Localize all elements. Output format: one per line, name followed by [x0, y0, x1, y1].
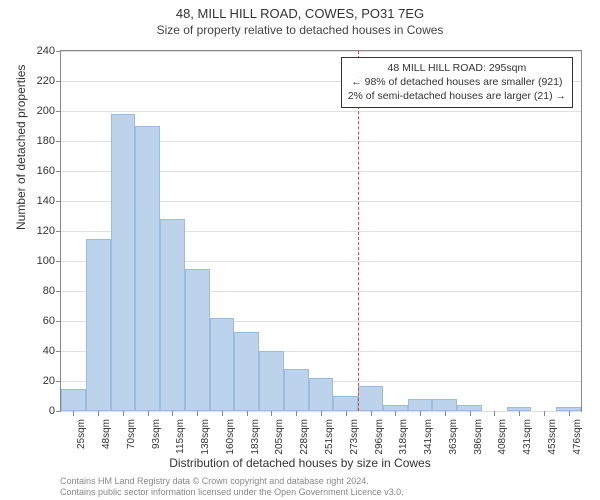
histogram-bar — [259, 351, 284, 411]
histogram-bar — [185, 269, 210, 412]
chart-title: 48, MILL HILL ROAD, COWES, PO31 7EG — [0, 0, 600, 21]
x-tick — [494, 411, 495, 416]
annotation-line: ← 98% of detached houses are smaller (92… — [348, 75, 566, 89]
histogram-bar — [284, 369, 309, 411]
y-tick — [56, 351, 61, 352]
y-tick — [56, 51, 61, 52]
annotation-line: 48 MILL HILL ROAD: 295sqm — [348, 61, 566, 75]
x-tick — [73, 411, 74, 416]
chart-subtitle: Size of property relative to detached ho… — [0, 23, 600, 37]
footer-line-2: Contains public sector information licen… — [60, 487, 404, 498]
histogram-bar — [432, 399, 457, 411]
y-tick-label: 160 — [27, 165, 55, 177]
y-tick-label: 240 — [27, 45, 55, 57]
histogram-bar — [309, 378, 334, 411]
y-tick-label: 200 — [27, 105, 55, 117]
y-tick — [56, 291, 61, 292]
chart-container: 48, MILL HILL ROAD, COWES, PO31 7EG Size… — [0, 0, 600, 500]
y-tick-label: 220 — [27, 75, 55, 87]
attribution-footer: Contains HM Land Registry data © Crown c… — [60, 476, 404, 499]
histogram-bar — [234, 332, 259, 412]
y-tick — [56, 321, 61, 322]
x-tick — [247, 411, 248, 416]
y-tick-label: 0 — [27, 405, 55, 417]
x-tick — [123, 411, 124, 416]
y-tick — [56, 231, 61, 232]
x-tick — [395, 411, 396, 416]
x-tick — [470, 411, 471, 416]
histogram-bar — [408, 399, 433, 411]
y-tick — [56, 171, 61, 172]
histogram-bar — [210, 318, 235, 411]
x-tick — [197, 411, 198, 416]
histogram-bar — [111, 114, 136, 411]
histogram-bar — [135, 126, 160, 411]
y-tick — [56, 81, 61, 82]
y-tick-label: 80 — [27, 285, 55, 297]
gridline — [61, 51, 581, 52]
histogram-bar — [160, 219, 185, 411]
x-tick — [271, 411, 272, 416]
plot-area: 02040608010012014016018020022024025sqm48… — [60, 50, 582, 412]
y-tick-label: 120 — [27, 225, 55, 237]
histogram-bar — [333, 396, 358, 411]
histogram-bar — [86, 239, 111, 412]
x-tick — [172, 411, 173, 416]
y-tick-label: 60 — [27, 315, 55, 327]
y-tick-label: 180 — [27, 135, 55, 147]
footer-line-1: Contains HM Land Registry data © Crown c… — [60, 476, 404, 487]
x-tick — [222, 411, 223, 416]
x-axis-title: Distribution of detached houses by size … — [0, 456, 600, 470]
y-tick-label: 20 — [27, 375, 55, 387]
y-tick — [56, 411, 61, 412]
x-tick — [445, 411, 446, 416]
histogram-bar — [358, 386, 383, 412]
x-tick — [420, 411, 421, 416]
x-tick — [346, 411, 347, 416]
x-tick — [148, 411, 149, 416]
y-tick — [56, 261, 61, 262]
y-tick-label: 100 — [27, 255, 55, 267]
x-tick — [371, 411, 372, 416]
histogram-bar — [61, 389, 86, 412]
x-tick — [321, 411, 322, 416]
y-axis-title: Number of detached properties — [14, 65, 28, 230]
x-tick — [98, 411, 99, 416]
gridline — [61, 111, 581, 112]
y-tick — [56, 111, 61, 112]
annotation-line: 2% of semi-detached houses are larger (2… — [348, 89, 566, 103]
y-tick — [56, 141, 61, 142]
x-tick — [569, 411, 570, 416]
y-tick-label: 40 — [27, 345, 55, 357]
annotation-box: 48 MILL HILL ROAD: 295sqm← 98% of detach… — [341, 57, 573, 108]
y-tick — [56, 201, 61, 202]
x-tick — [296, 411, 297, 416]
x-tick — [544, 411, 545, 416]
x-tick — [519, 411, 520, 416]
y-tick — [56, 381, 61, 382]
y-tick-label: 140 — [27, 195, 55, 207]
